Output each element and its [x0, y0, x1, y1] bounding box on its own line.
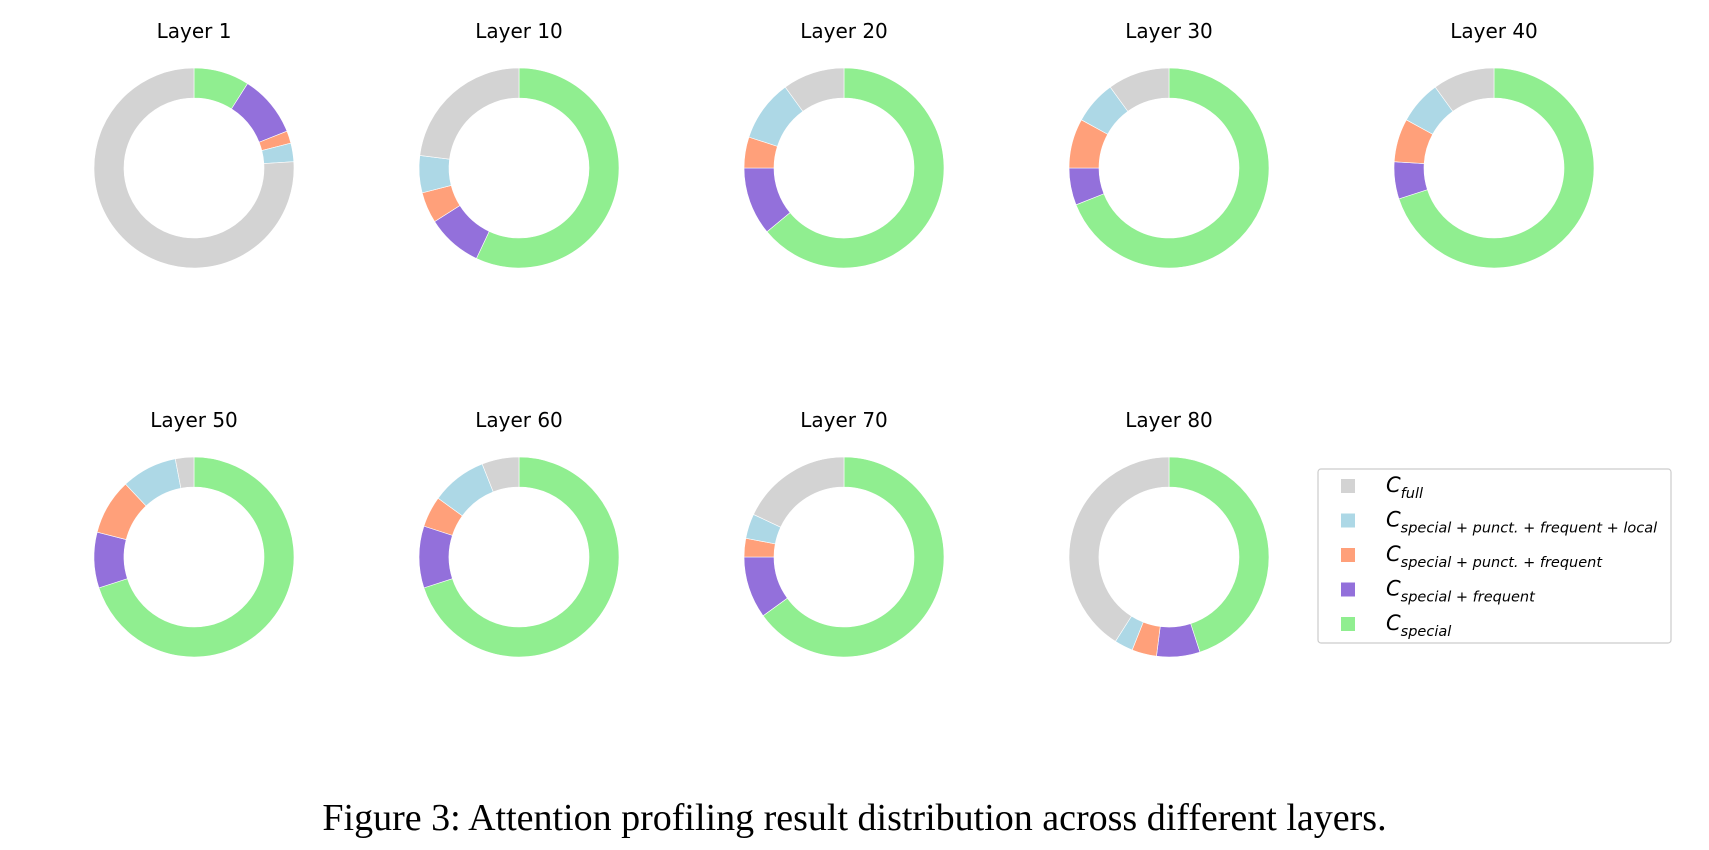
slice-c-full: [1068, 456, 1170, 642]
slice-c-full: [481, 456, 520, 493]
slice-c-special: [476, 67, 620, 269]
donut-layer-40: Layer 40: [1393, 19, 1595, 269]
panel-title: Layer 60: [475, 408, 563, 432]
slice-c-special: [423, 456, 620, 658]
slice-c-special-frequent: [418, 525, 453, 589]
slice-c-full: [93, 67, 295, 269]
slice-c-full: [1434, 67, 1495, 112]
donut-layer-50: Layer 50: [93, 408, 295, 658]
figure-caption: Figure 3: Attention profiling result dis…: [322, 797, 1387, 839]
slice-c-full: [1109, 67, 1170, 112]
donut-layer-10: Layer 10: [418, 19, 620, 269]
legend-swatch-c-special: [1341, 617, 1355, 631]
donut-panels: Layer 1 Layer 10 Layer 20 Layer 30 Layer 40 L…: [93, 19, 1595, 658]
legend: Cfull Cspecial + punct. + frequent + loca…: [1317, 468, 1672, 644]
panel-title: Layer 10: [475, 19, 563, 43]
slice-c-special: [1398, 67, 1595, 269]
donut-layer-80: Layer 80: [1068, 408, 1270, 658]
slice-c-full: [784, 67, 845, 112]
legend-swatch-c-special-punct-frequent-local: [1341, 513, 1355, 528]
panel-title: Layer 70: [800, 408, 888, 432]
panel-title: Layer 80: [1125, 408, 1213, 432]
slice-c-special: [762, 456, 945, 658]
legend-swatch-c-special-frequent: [1341, 582, 1355, 597]
legend-swatch-c-full: [1341, 479, 1355, 493]
slice-c-special-frequent: [93, 531, 128, 589]
panel-title: Layer 1: [157, 19, 232, 43]
slice-c-special: [1168, 456, 1270, 653]
legend-label-c-special-punct-frequent: Cspecial + punct. + frequent: [1386, 542, 1603, 571]
legend-frame: [1317, 468, 1672, 644]
slice-c-special: [1075, 67, 1270, 269]
legend-label-c-special-punct-frequent-local: Cspecial + punct. + frequent + local: [1386, 508, 1657, 537]
donut-layer-60: Layer 60: [418, 408, 620, 658]
slice-c-special: [98, 456, 295, 658]
donut-layer-30: Layer 30: [1068, 19, 1270, 269]
legend-swatch-c-special-punct-frequent: [1341, 548, 1355, 562]
slice-c-full: [753, 456, 845, 528]
slice-c-full: [174, 456, 195, 489]
donut-layer-1: Layer 1: [93, 19, 295, 269]
donut-layer-20: Layer 20: [743, 19, 945, 269]
panel-title: Layer 40: [1450, 19, 1538, 43]
legend-label-c-special-frequent: Cspecial + frequent: [1386, 577, 1536, 606]
legend-label-c-special: Cspecial: [1386, 611, 1451, 640]
legend-label-c-full: Cfull: [1386, 473, 1423, 502]
slice-c-special: [766, 67, 945, 269]
figure-canvas: Layer 1 Layer 10 Layer 20 Layer 30 Layer 40 L…: [93, 19, 1672, 658]
donut-layer-70: Layer 70: [743, 408, 945, 658]
panel-title: Layer 30: [1125, 19, 1213, 43]
panel-title: Layer 50: [150, 408, 238, 432]
panel-title: Layer 20: [800, 19, 888, 43]
slice-c-full: [419, 67, 520, 160]
